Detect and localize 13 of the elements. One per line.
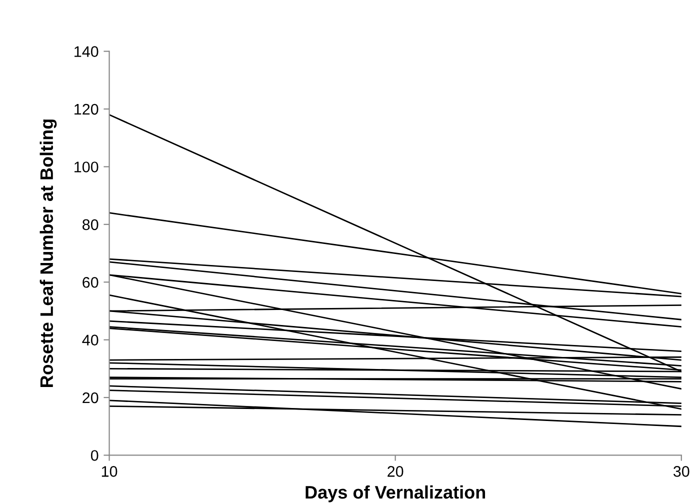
y-tick-label: 0 [90,450,98,461]
x-tick-label: 30 [673,466,690,477]
y-axis-title: Rosette Leaf Number at Bolting [40,120,57,387]
y-tick-label: 40 [82,334,98,346]
y-tick-label: 80 [82,219,98,230]
y-tick-label: 140 [74,46,98,57]
y-tick-label: 120 [74,104,98,115]
y-tick-label: 20 [82,392,98,404]
y-tick-label: 100 [74,162,98,172]
x-axis-title: Days of Vernalization [306,485,486,502]
x-tick-label: 10 [102,466,118,477]
y-tick-label: 60 [82,276,98,288]
x-tick-label: 20 [388,466,404,477]
